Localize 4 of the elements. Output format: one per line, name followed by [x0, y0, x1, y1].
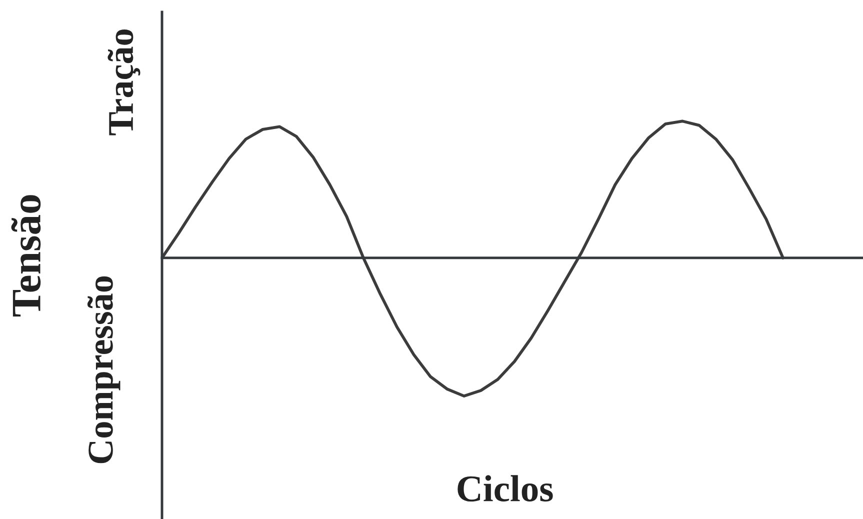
x-axis-title: Ciclos	[458, 475, 553, 502]
y-axis-title: Tensão	[11, 195, 41, 316]
text: Compressão	[87, 276, 120, 464]
text: Tração	[108, 30, 140, 136]
